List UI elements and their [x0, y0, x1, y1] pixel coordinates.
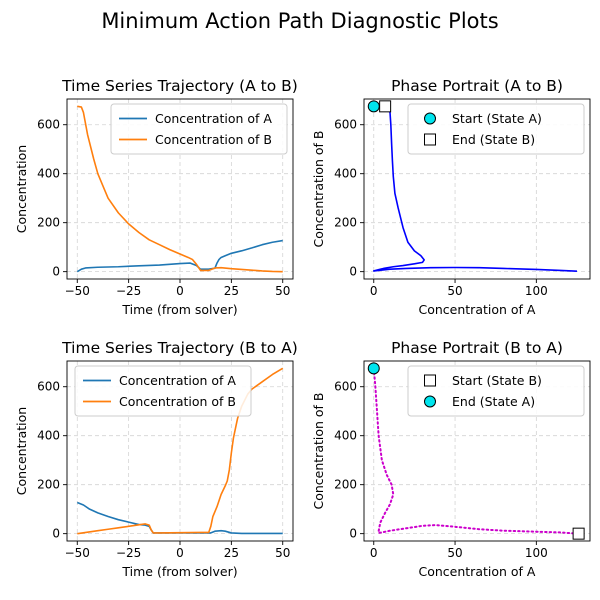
legend-label: Start (State A) [452, 111, 542, 126]
subplot-title: Phase Portrait (A to B) [391, 77, 563, 95]
marker-circle [367, 100, 380, 113]
legend: Start (State A) End (State B) [407, 103, 585, 155]
x-axis-label: Time (from solver) [121, 564, 237, 579]
panels: −50 −25 0 25 50 0 200 400 600 Time Series Traject… [14, 77, 591, 579]
x-tick-label: 0 [370, 284, 378, 298]
y-tick-label: 0 [52, 265, 60, 279]
subplot-2: 0 50 100 0 200 400 600 Phase Portrait (A to B) C… [311, 77, 591, 317]
marker-square [572, 527, 585, 540]
x-tick-label: −25 [116, 284, 141, 298]
y-tick-label: 400 [37, 167, 60, 181]
y-axis-label: Concentration [14, 145, 29, 233]
marker-square [379, 100, 392, 113]
x-tick-label: 25 [224, 284, 239, 298]
legend-label: End (State B) [452, 132, 535, 147]
legend-swatch-circle [424, 112, 436, 125]
y-axis-label: Concentration [14, 407, 29, 495]
y-tick-label: 600 [37, 118, 60, 132]
y-tick-label: 600 [334, 118, 357, 132]
x-tick-label: 0 [176, 284, 184, 298]
subplot-3: −50 −25 0 25 50 0 200 400 600 Time Series Traject… [14, 339, 298, 579]
x-tick-label: 50 [275, 284, 290, 298]
y-tick-label: 200 [334, 478, 357, 492]
x-tick-label: 0 [176, 546, 184, 560]
x-tick-label: −50 [65, 284, 90, 298]
legend: Start (State B) End (State A) [407, 365, 585, 417]
y-tick-label: 200 [334, 216, 357, 230]
y-tick-label: 600 [334, 380, 357, 394]
figure-title: Minimum Action Path Diagnostic Plots [101, 9, 498, 33]
x-tick-label: 100 [525, 284, 548, 298]
legend-label: End (State A) [452, 394, 535, 409]
y-tick-label: 0 [349, 265, 357, 279]
y-tick-label: 600 [37, 380, 60, 394]
legend-swatch-square [424, 374, 436, 387]
x-tick-label: 0 [370, 546, 378, 560]
legend-box [74, 365, 252, 417]
legend: Concentration of A Concentration of B [74, 365, 252, 417]
axes-frame [363, 98, 591, 280]
legend-label: Concentration of B [119, 394, 236, 409]
subplot-title: Time Series Trajectory (A to B) [61, 77, 298, 95]
y-tick-label: 400 [334, 429, 357, 443]
marker-circle [367, 362, 380, 375]
legend-box [110, 103, 288, 155]
subplot-1: −50 −25 0 25 50 0 200 400 600 Time Series Traject… [14, 77, 298, 317]
y-axis-label: Concentration of B [311, 131, 326, 248]
y-tick-label: 200 [37, 478, 60, 492]
legend-box [407, 103, 585, 155]
series-line-1 [76, 239, 283, 273]
subplot-title: Phase Portrait (B to A) [391, 339, 563, 357]
x-tick-label: 100 [525, 546, 548, 560]
legend-swatch-square [424, 133, 436, 146]
x-tick-label: 25 [224, 546, 239, 560]
series-line-1 [372, 367, 578, 535]
legend-box [407, 365, 585, 417]
y-tick-label: 400 [37, 429, 60, 443]
legend-label: Concentration of A [119, 373, 236, 388]
x-tick-label: −50 [65, 546, 90, 560]
legend-swatch-circle [424, 395, 436, 408]
legend: Concentration of A Concentration of B [110, 103, 288, 155]
x-axis-label: Time (from solver) [121, 302, 237, 317]
y-axis-label: Concentration of B [311, 393, 326, 510]
x-tick-label: 50 [447, 546, 462, 560]
y-tick-label: 0 [52, 527, 60, 541]
y-tick-label: 400 [334, 167, 357, 181]
legend-label: Start (State B) [452, 373, 542, 388]
x-tick-label: 50 [275, 546, 290, 560]
x-axis-label: Concentration of A [419, 302, 536, 317]
axes-frame [363, 360, 591, 542]
x-tick-label: 50 [447, 284, 462, 298]
x-tick-label: −25 [116, 546, 141, 560]
series-line-2 [77, 105, 283, 273]
y-tick-label: 0 [349, 527, 357, 541]
subplot-title: Time Series Trajectory (B to A) [61, 339, 298, 357]
legend-label: Concentration of B [155, 132, 272, 147]
subplot-4: 0 50 100 0 200 400 600 Phase Portrait (B to A) C… [311, 339, 591, 579]
y-tick-label: 200 [37, 216, 60, 230]
legend-label: Concentration of A [155, 111, 272, 126]
x-axis-label: Concentration of A [419, 564, 536, 579]
